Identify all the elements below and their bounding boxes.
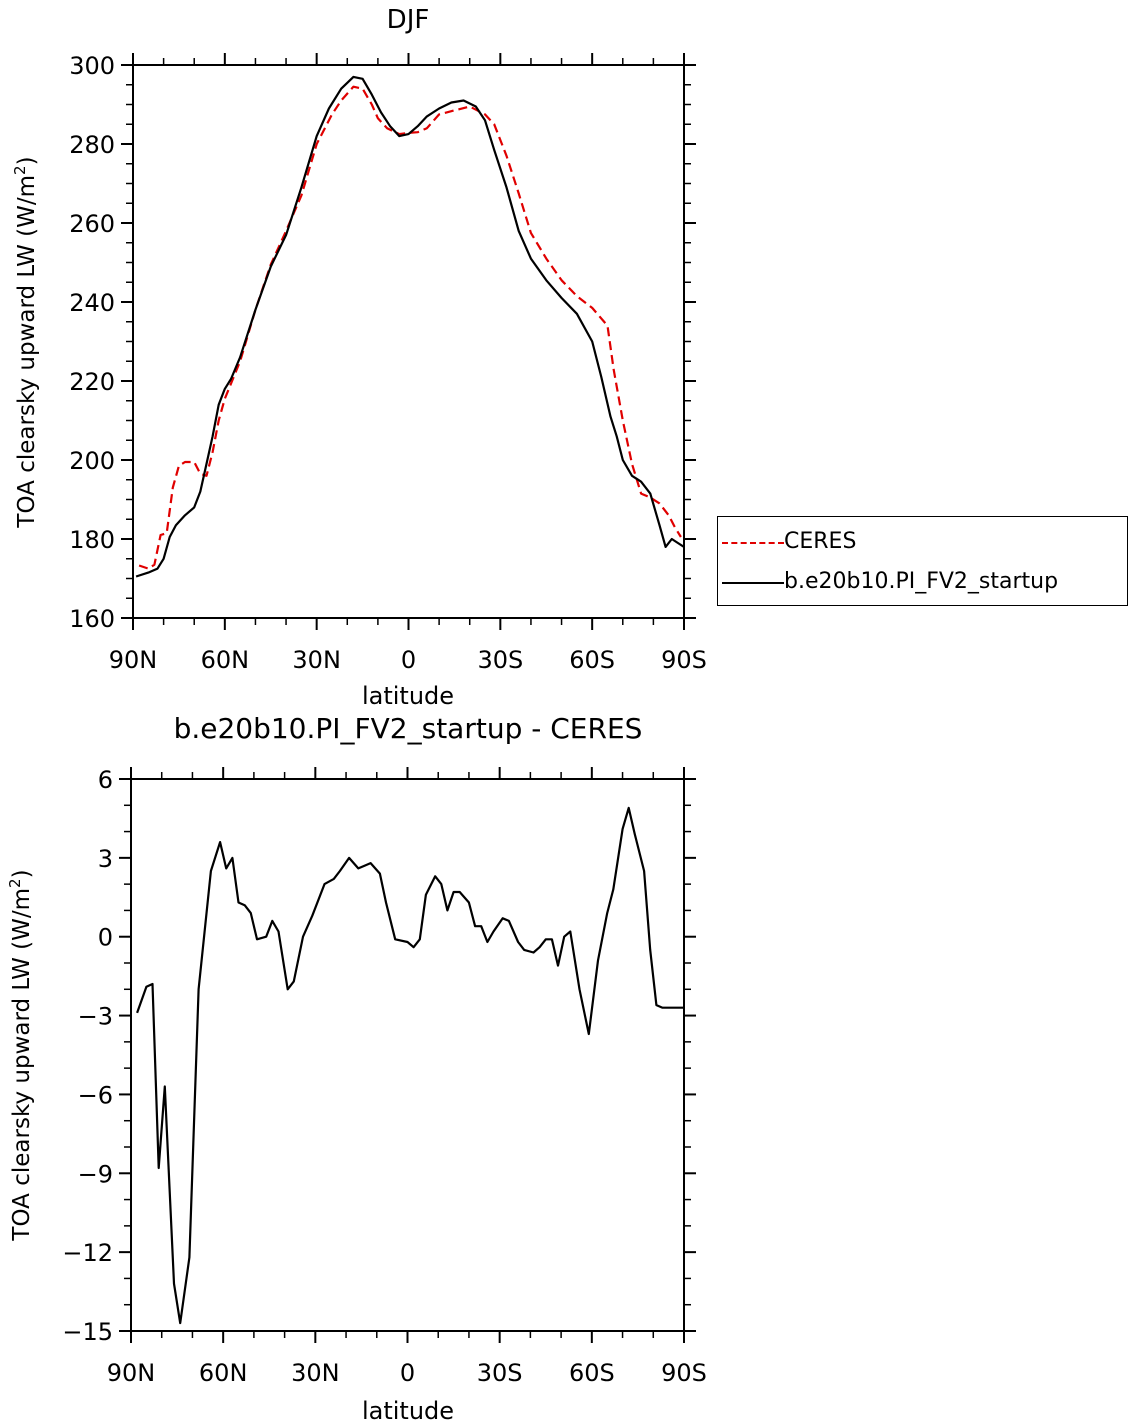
top-plot-frame [132,64,685,619]
top-chart-title: DJF [387,5,430,35]
top-y-axis-label: TOA clearsky upward LW (W/m2) [11,156,40,528]
top-xtick-label: 30N [292,646,341,674]
top-ytick-label: 220 [69,368,115,396]
top-ytick-label: 160 [69,605,115,633]
bottom-xtick-label: 90S [661,1359,707,1387]
top-series-line-1 [135,75,685,578]
bottom-ytick-label: −3 [78,1003,113,1031]
bottom-series-lines [136,806,684,1325]
top-series-lines [135,75,685,578]
legend-label-model: b.e20b10.PI_FV2_startup [784,569,1059,594]
top-ytick-label: 300 [69,52,115,80]
bottom-chart-title: b.e20b10.PI_FV2_startup - CERES [174,712,643,745]
bottom-xtick-label: 0 [400,1359,415,1387]
top-xtick-label: 60N [201,646,250,674]
top-ytick-label: 280 [69,131,115,159]
bottom-ticks: −15 −12 −9 −6 −3 0 3 6 90N 60N 30N 0 30S 60S 90S [62,766,707,1387]
top-ticks: 160 180 200 220 240 260 280 300 90N 60N 30N 0 30S 60S… [69,52,707,674]
top-xtick-label: 0 [401,646,416,674]
bottom-xtick-label: 30S [477,1359,523,1387]
bottom-panel: b.e20b10.PI_FV2_startup - CERES −15 −12 −9… [6,712,707,1425]
bottom-x-axis-label: latitude [362,1397,454,1425]
top-xtick-label: 90N [109,646,158,674]
top-x-axis-label: latitude [362,682,454,710]
bottom-xtick-label: 60S [569,1359,615,1387]
bottom-ytick-label: −6 [78,1081,113,1109]
top-ytick-label: 200 [69,447,115,475]
bottom-y-axis-label: TOA clearsky upward LW (W/m2) [6,869,35,1241]
top-ytick-label: 180 [69,526,115,554]
top-ytick-label: 260 [69,210,115,238]
bottom-xtick-label: 60N [199,1359,248,1387]
bottom-ytick-label: 0 [98,924,113,952]
bottom-ytick-label: 6 [98,766,113,794]
legend-item-ceres: CERES [718,523,1127,563]
top-xtick-label: 30S [477,646,523,674]
top-panel: DJF 160 180 200 220 240 260 280 300 90N 60N 30N 0 30… [11,5,707,710]
legend-swatch-model [722,582,784,584]
bottom-ytick-label: 3 [98,845,113,873]
legend: CERES b.e20b10.PI_FV2_startup [717,516,1128,606]
legend-item-model: b.e20b10.PI_FV2_startup [718,563,1127,603]
bottom-ytick-label: −9 [78,1160,113,1188]
legend-swatch-ceres [722,542,784,544]
top-xtick-label: 90S [661,646,707,674]
bottom-xtick-label: 90N [107,1359,156,1387]
top-series-line-0 [138,85,682,570]
top-ytick-label: 240 [69,289,115,317]
legend-label-ceres: CERES [784,529,857,554]
bottom-plot-frame [130,778,685,1332]
top-xtick-label: 60S [569,646,615,674]
bottom-xtick-label: 30N [291,1359,340,1387]
bottom-ytick-label: −15 [62,1318,113,1346]
bottom-series-line-0 [136,806,684,1325]
bottom-ytick-label: −12 [62,1239,113,1267]
